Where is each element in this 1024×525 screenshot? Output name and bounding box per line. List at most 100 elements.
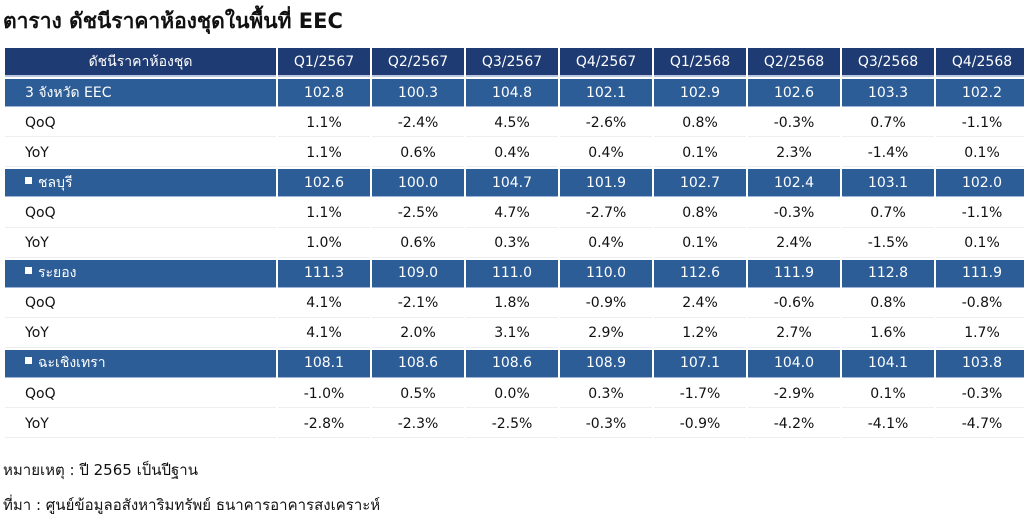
yoy-cell: 1.2% bbox=[654, 319, 746, 348]
row-label: QoQ bbox=[5, 289, 276, 318]
yoy-cell: 1.7% bbox=[936, 319, 1024, 348]
row-label: YoY bbox=[5, 319, 276, 348]
index-cell: 108.6 bbox=[466, 349, 558, 379]
index-cell: 109.0 bbox=[372, 259, 464, 288]
yoy-cell: -4.2% bbox=[748, 410, 840, 439]
qoq-cell: -1.0% bbox=[278, 380, 370, 409]
yoy-cell: 0.4% bbox=[560, 229, 652, 258]
index-cell: 111.3 bbox=[278, 259, 370, 288]
index-cell: 102.6 bbox=[748, 79, 840, 108]
qoq-cell: -2.4% bbox=[372, 109, 464, 138]
index-cell: 100.3 bbox=[372, 79, 464, 108]
index-cell: 102.1 bbox=[560, 79, 652, 108]
qoq-row: QoQ 1.1% -2.4% 4.5% -2.6% 0.8% -0.3% 0.7% -1.1% bbox=[5, 109, 1024, 138]
qoq-cell: 1.8% bbox=[466, 289, 558, 318]
group-name: ระยอง bbox=[38, 265, 77, 282]
yoy-row: YoY 1.1% 0.6% 0.4% 0.4% 0.1% 2.3% -1.4% 0.1% bbox=[5, 139, 1024, 168]
row-label: YoY bbox=[5, 229, 276, 258]
qoq-cell: 0.1% bbox=[842, 380, 934, 409]
yoy-cell: -2.5% bbox=[466, 410, 558, 439]
qoq-cell: -2.5% bbox=[372, 199, 464, 228]
group-row: ระยอง 111.3 109.0 111.0 110.0 112.6 111.9 112.8… bbox=[5, 259, 1024, 288]
footnote: หมายเหตุ : ปี 2565 เป็นปีฐาน bbox=[3, 461, 198, 479]
index-cell: 103.1 bbox=[842, 169, 934, 198]
source-note: ที่มา : ศูนย์ข้อมูลอสังหาริมทรัพย์ ธนาคา… bbox=[3, 496, 381, 514]
qoq-cell: 0.7% bbox=[842, 109, 934, 138]
group-name: 3 จังหวัด EEC bbox=[25, 84, 112, 101]
row-label: YoY bbox=[5, 139, 276, 168]
yoy-cell: -4.1% bbox=[842, 410, 934, 439]
index-cell: 104.8 bbox=[466, 79, 558, 108]
qoq-row: QoQ -1.0% 0.5% 0.0% 0.3% -1.7% -2.9% 0.1% -0.3% bbox=[5, 380, 1024, 409]
header-row: ดัชนีราคาห้องชุด Q1/2567 Q2/2567 Q3/2567… bbox=[5, 48, 1024, 78]
yoy-cell: -2.8% bbox=[278, 410, 370, 439]
qoq-cell: -1.7% bbox=[654, 380, 746, 409]
yoy-cell: 2.9% bbox=[560, 319, 652, 348]
square-bullet-icon bbox=[25, 176, 32, 184]
index-cell: 102.8 bbox=[278, 79, 370, 108]
column-header: Q2/2568 bbox=[748, 48, 840, 78]
page-title: ตาราง ดัชนีราคาห้องชุดในพื้นที่ EEC bbox=[3, 9, 343, 33]
qoq-cell: -2.6% bbox=[560, 109, 652, 138]
index-cell: 108.9 bbox=[560, 349, 652, 379]
group-name: ฉะเชิงเทรา bbox=[38, 355, 106, 372]
column-header: Q4/2567 bbox=[560, 48, 652, 78]
yoy-cell: -0.9% bbox=[654, 410, 746, 439]
index-cell: 112.6 bbox=[654, 259, 746, 288]
qoq-cell: 0.8% bbox=[654, 109, 746, 138]
yoy-row: YoY 4.1% 2.0% 3.1% 2.9% 1.2% 2.7% 1.6% 1.7% bbox=[5, 319, 1024, 348]
qoq-cell: -0.9% bbox=[560, 289, 652, 318]
yoy-cell: -2.3% bbox=[372, 410, 464, 439]
index-cell: 104.1 bbox=[842, 349, 934, 379]
group-row: ฉะเชิงเทรา 108.1 108.6 108.6 108.9 107.1 104.0… bbox=[5, 349, 1024, 379]
qoq-cell: -0.3% bbox=[748, 109, 840, 138]
yoy-cell: 1.6% bbox=[842, 319, 934, 348]
yoy-cell: 1.1% bbox=[278, 139, 370, 168]
qoq-row: QoQ 4.1% -2.1% 1.8% -0.9% 2.4% -0.6% 0.8% -0.8% bbox=[5, 289, 1024, 318]
yoy-cell: 0.3% bbox=[466, 229, 558, 258]
qoq-cell: -0.3% bbox=[936, 380, 1024, 409]
column-header: Q2/2567 bbox=[372, 48, 464, 78]
group-label: ฉะเชิงเทรา bbox=[5, 349, 276, 379]
yoy-cell: -1.5% bbox=[842, 229, 934, 258]
yoy-cell: 2.7% bbox=[748, 319, 840, 348]
qoq-cell: 0.0% bbox=[466, 380, 558, 409]
index-cell: 107.1 bbox=[654, 349, 746, 379]
column-header: Q3/2568 bbox=[842, 48, 934, 78]
qoq-cell: 4.5% bbox=[466, 109, 558, 138]
square-bullet-icon bbox=[25, 357, 32, 365]
column-header: Q1/2567 bbox=[278, 48, 370, 78]
qoq-cell: 0.5% bbox=[372, 380, 464, 409]
index-cell: 102.7 bbox=[654, 169, 746, 198]
yoy-cell: -4.7% bbox=[936, 410, 1024, 439]
index-cell: 104.0 bbox=[748, 349, 840, 379]
yoy-row: YoY 1.0% 0.6% 0.3% 0.4% 0.1% 2.4% -1.5% 0.1% bbox=[5, 229, 1024, 258]
yoy-cell: 2.4% bbox=[748, 229, 840, 258]
group-label: ระยอง bbox=[5, 259, 276, 288]
group-label: 3 จังหวัด EEC bbox=[5, 79, 276, 108]
index-cell: 111.0 bbox=[466, 259, 558, 288]
yoy-cell: 4.1% bbox=[278, 319, 370, 348]
qoq-cell: -0.3% bbox=[748, 199, 840, 228]
index-cell: 100.0 bbox=[372, 169, 464, 198]
qoq-cell: -0.6% bbox=[748, 289, 840, 318]
qoq-cell: -2.1% bbox=[372, 289, 464, 318]
qoq-cell: -1.1% bbox=[936, 199, 1024, 228]
yoy-cell: 3.1% bbox=[466, 319, 558, 348]
yoy-cell: 0.1% bbox=[936, 229, 1024, 258]
qoq-cell: 0.7% bbox=[842, 199, 934, 228]
yoy-row: YoY -2.8% -2.3% -2.5% -0.3% -0.9% -4.2% -4.1% -4… bbox=[5, 410, 1024, 439]
group-row: ชลบุรี 102.6 100.0 104.7 101.9 102.7 102.4 103.… bbox=[5, 169, 1024, 198]
index-cell: 103.8 bbox=[936, 349, 1024, 379]
yoy-cell: 0.1% bbox=[654, 229, 746, 258]
qoq-cell: -2.7% bbox=[560, 199, 652, 228]
corner-header: ดัชนีราคาห้องชุด bbox=[5, 48, 276, 78]
condo-price-index-table: ดัชนีราคาห้องชุด Q1/2567 Q2/2567 Q3/2567… bbox=[3, 46, 1024, 440]
index-cell: 102.4 bbox=[748, 169, 840, 198]
qoq-cell: 0.8% bbox=[654, 199, 746, 228]
index-cell: 102.6 bbox=[278, 169, 370, 198]
yoy-cell: 0.6% bbox=[372, 229, 464, 258]
qoq-cell: 0.8% bbox=[842, 289, 934, 318]
index-cell: 110.0 bbox=[560, 259, 652, 288]
index-cell: 111.9 bbox=[748, 259, 840, 288]
